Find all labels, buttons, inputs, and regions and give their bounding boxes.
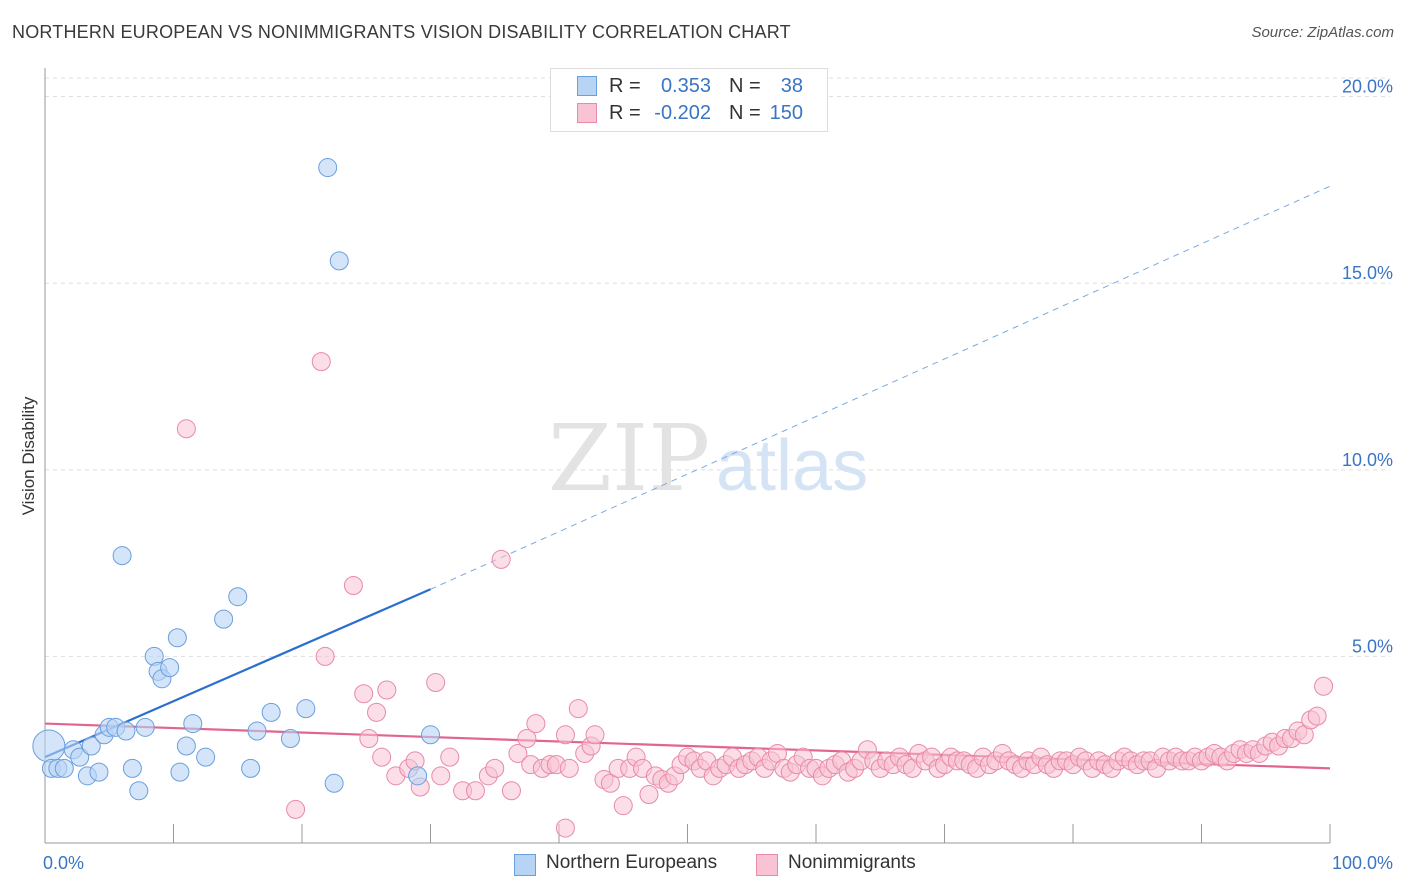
point-northern-europeans [89,762,109,782]
point-northern-europeans [408,766,428,786]
point-nonimmigrants [315,646,335,666]
legend-row-nonimmigrants: R = -0.202 N = 150 [551,100,827,126]
point-northern-europeans [129,781,149,801]
point-northern-europeans [122,758,142,778]
legend-n-label: N = [729,75,761,97]
point-nonimmigrants [176,419,196,439]
point-nonimmigrants [367,702,387,722]
point-nonimmigrants [568,699,588,719]
point-nonimmigrants [440,747,460,767]
point-nonimmigrants [311,352,331,372]
legend-r-label: R = [609,75,641,97]
point-northern-europeans [228,587,248,607]
legend-swatch-pink [577,103,597,123]
watermark: ZIP atlas [548,405,868,512]
axis-labels: 5.0% 10.0% 15.0% 20.0% 0.0% 100.0% Vision Disa… [19,77,1393,873]
y-tick-label: 5.0% [1352,636,1393,656]
point-nonimmigrants [286,799,306,819]
bottom-legend-swatch-pink [756,854,778,876]
point-northern-europeans [196,747,216,767]
point-nonimmigrants [377,680,397,700]
point-northern-europeans [280,729,300,749]
point-northern-europeans [170,762,190,782]
legend-swatch-blue [577,76,597,96]
point-northern-europeans [247,721,267,741]
point-northern-europeans [167,628,187,648]
axes [44,68,1331,844]
legend-n-value: 150 [769,102,803,124]
y-tick-label: 20.0% [1342,77,1393,97]
point-nonimmigrants [639,784,659,804]
legend-r-value: 0.353 [660,75,711,97]
point-nonimmigrants [555,725,575,745]
y-axis-title: Vision Disability [19,396,38,515]
point-nonimmigrants [585,725,605,745]
point-northern-europeans [183,714,203,734]
point-nonimmigrants [1307,706,1327,726]
point-nonimmigrants [559,758,579,778]
point-nonimmigrants [517,729,537,749]
y-tick-label: 15.0% [1342,263,1393,283]
series-northern-europeans-points [32,158,440,801]
chart-source: Source: ZipAtlas.com [1251,24,1394,41]
point-northern-europeans [241,758,261,778]
point-northern-europeans [135,717,155,737]
point-northern-europeans [329,251,349,271]
point-nonimmigrants [426,673,446,693]
point-nonimmigrants [485,758,505,778]
point-nonimmigrants [613,796,633,816]
series-nonimmigrants-points [176,352,1334,838]
point-nonimmigrants [491,549,511,569]
point-northern-europeans [116,721,136,741]
y-tick-label: 10.0% [1342,450,1393,470]
point-northern-europeans [81,736,101,756]
point-northern-europeans [214,609,234,629]
gridlines [45,77,1390,657]
point-nonimmigrants [359,729,379,749]
correlation-legend: R = 0.353 N = 38 R = -0.202 N = 150 [550,68,828,132]
legend-r-value: -0.202 [654,102,711,124]
bottom-legend-swatch-blue [514,854,536,876]
legend-row-northern-europeans: R = 0.353 N = 38 [551,73,827,99]
legend-n-label: N = [729,102,761,124]
point-nonimmigrants [465,781,485,801]
point-northern-europeans [261,702,281,722]
point-northern-europeans [32,729,66,763]
point-nonimmigrants [501,781,521,801]
point-nonimmigrants [1314,676,1334,696]
point-nonimmigrants [372,747,392,767]
point-nonimmigrants [555,818,575,838]
point-northern-europeans [70,747,90,767]
legend-r-label: R = [609,102,641,124]
bottom-legend-label: Nonimmigrants [788,852,916,873]
point-northern-europeans [318,158,338,178]
point-nonimmigrants [343,576,363,596]
x-tick-label: 100.0% [1332,853,1393,873]
point-nonimmigrants [354,684,374,704]
chart-title: NORTHERN EUROPEAN VS NONIMMIGRANTS VISIO… [12,22,791,42]
point-northern-europeans [54,758,74,778]
point-northern-europeans [421,725,440,745]
point-northern-europeans [324,773,344,793]
point-northern-europeans [296,699,316,719]
point-nonimmigrants [526,714,546,734]
point-northern-europeans [112,546,132,566]
point-nonimmigrants [600,773,620,793]
watermark-atlas: atlas [716,426,868,506]
point-northern-europeans [160,658,180,678]
watermark-zip: ZIP [548,405,710,512]
point-nonimmigrants [508,743,528,763]
point-northern-europeans [176,736,196,756]
x-tick-label: 0.0% [43,853,84,873]
bottom-legend-label: Northern Europeans [546,852,718,873]
trend-line-northern-europeans-extension [430,185,1331,590]
point-nonimmigrants [431,766,451,786]
legend-n-value: 38 [780,75,803,97]
